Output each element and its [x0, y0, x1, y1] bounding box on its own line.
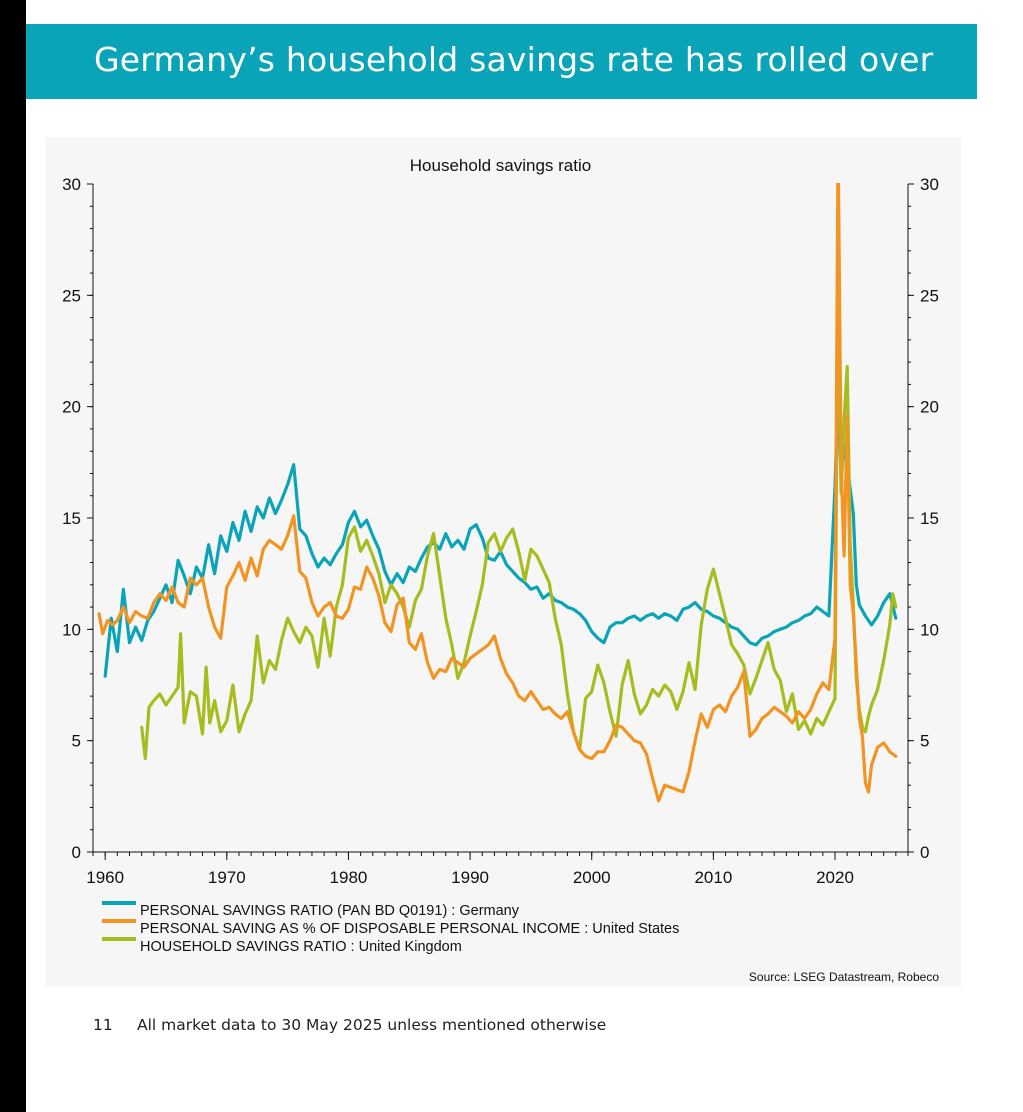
legend-swatch-germany [102, 901, 136, 905]
page-number: 11 [93, 1016, 113, 1034]
left-edge-bar [0, 0, 26, 1112]
x-tick-label: 1990 [451, 868, 489, 887]
y-tick-label-right: 25 [920, 286, 939, 305]
y-tick-label-right: 15 [920, 509, 939, 528]
y-tick-label-right: 30 [920, 175, 939, 194]
series-line-united-states [97, 183, 898, 803]
x-tick-label: 1970 [208, 868, 246, 887]
series-line-united-kingdom [140, 240, 898, 761]
y-tick-label-right: 0 [920, 843, 929, 862]
y-tick-label-left: 10 [62, 620, 81, 639]
chart-panel: 0 0 5 5 10 10 15 15 20 20 25 25 30 30 1960 1970 1980 1990… [46, 137, 961, 987]
y-tick-label-right: 10 [920, 620, 939, 639]
footer: 11 All market data to 30 May 2025 unless … [93, 1016, 606, 1034]
x-tick-label: 2010 [694, 868, 732, 887]
y-tick-label-left: 20 [62, 398, 81, 417]
legend-label-united-kingdom: HOUSEHOLD SAVINGS RATIO : United Kingdom [140, 939, 462, 955]
footer-note: All market data to 30 May 2025 unless me… [137, 1016, 607, 1034]
title-banner: Germany’s household savings rate has rol… [26, 24, 977, 99]
y-tick-label-left: 15 [62, 509, 81, 528]
x-tick-label: 1980 [330, 868, 368, 887]
legend-label-germany: PERSONAL SAVINGS RATIO (PAN BD Q0191) : … [140, 903, 519, 919]
chart-title: Household savings ratio [410, 156, 591, 175]
y-tick-label-right: 20 [920, 398, 939, 417]
y-tick-label-left: 0 [72, 843, 81, 862]
x-tick-label: 2020 [816, 868, 854, 887]
x-tick-label: 1960 [86, 868, 124, 887]
series-line-germany [103, 387, 898, 678]
page-title: Germany’s household savings rate has rol… [94, 40, 934, 79]
source-note: Source: LSEG Datastream, Robeco [748, 970, 939, 984]
legend-swatch-united-kingdom [102, 937, 136, 941]
legend-swatch-united-states [102, 919, 136, 923]
y-tick-label-right: 5 [920, 732, 929, 751]
x-tick-label: 2000 [573, 868, 611, 887]
y-tick-label-left: 30 [62, 175, 81, 194]
y-tick-label-left: 5 [72, 732, 81, 751]
legend-label-united-states: PERSONAL SAVING AS % OF DISPOSABLE PERSO… [140, 921, 680, 937]
y-tick-label-left: 25 [62, 286, 81, 305]
